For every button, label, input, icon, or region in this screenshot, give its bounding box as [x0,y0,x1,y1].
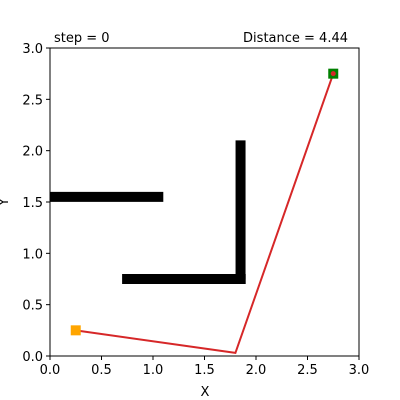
y-tick-label: 0.5 [22,299,43,314]
y-tick-label: 2.5 [22,93,43,108]
plot-area [50,48,359,356]
start-marker [70,325,81,336]
y-axis-label: Y [0,198,12,207]
x-axis-ticks: 0.0 0.5 1.0 1.5 2.0 2.5 3.0 [40,356,370,378]
y-tick-label: 3.0 [22,42,43,57]
x-tick-label: 1.5 [194,363,215,378]
x-axis-label: X [201,385,210,400]
x-tick-label: 0.5 [91,363,112,378]
x-tick-label: 2.5 [297,363,318,378]
markers [70,68,339,336]
x-tick-label: 3.0 [349,363,370,378]
x-tick-label: 2.0 [246,363,267,378]
step-label: step = 0 [54,31,110,46]
y-tick-label: 2.0 [22,145,43,160]
x-tick-label: 1.0 [143,363,164,378]
distance-label: Distance = 4.44 [243,31,348,46]
y-tick-label: 1.5 [22,196,43,211]
y-tick-label: 0.0 [22,350,43,365]
path-layer [75,73,335,355]
y-axis-ticks: 0.0 0.5 1.0 1.5 2.0 2.5 3.0 [22,42,50,365]
x-tick-label: 0.0 [40,363,61,378]
y-tick-label: 1.0 [22,247,43,262]
obstacles [50,140,246,284]
path-line [75,73,335,355]
path-end-point [330,71,336,77]
